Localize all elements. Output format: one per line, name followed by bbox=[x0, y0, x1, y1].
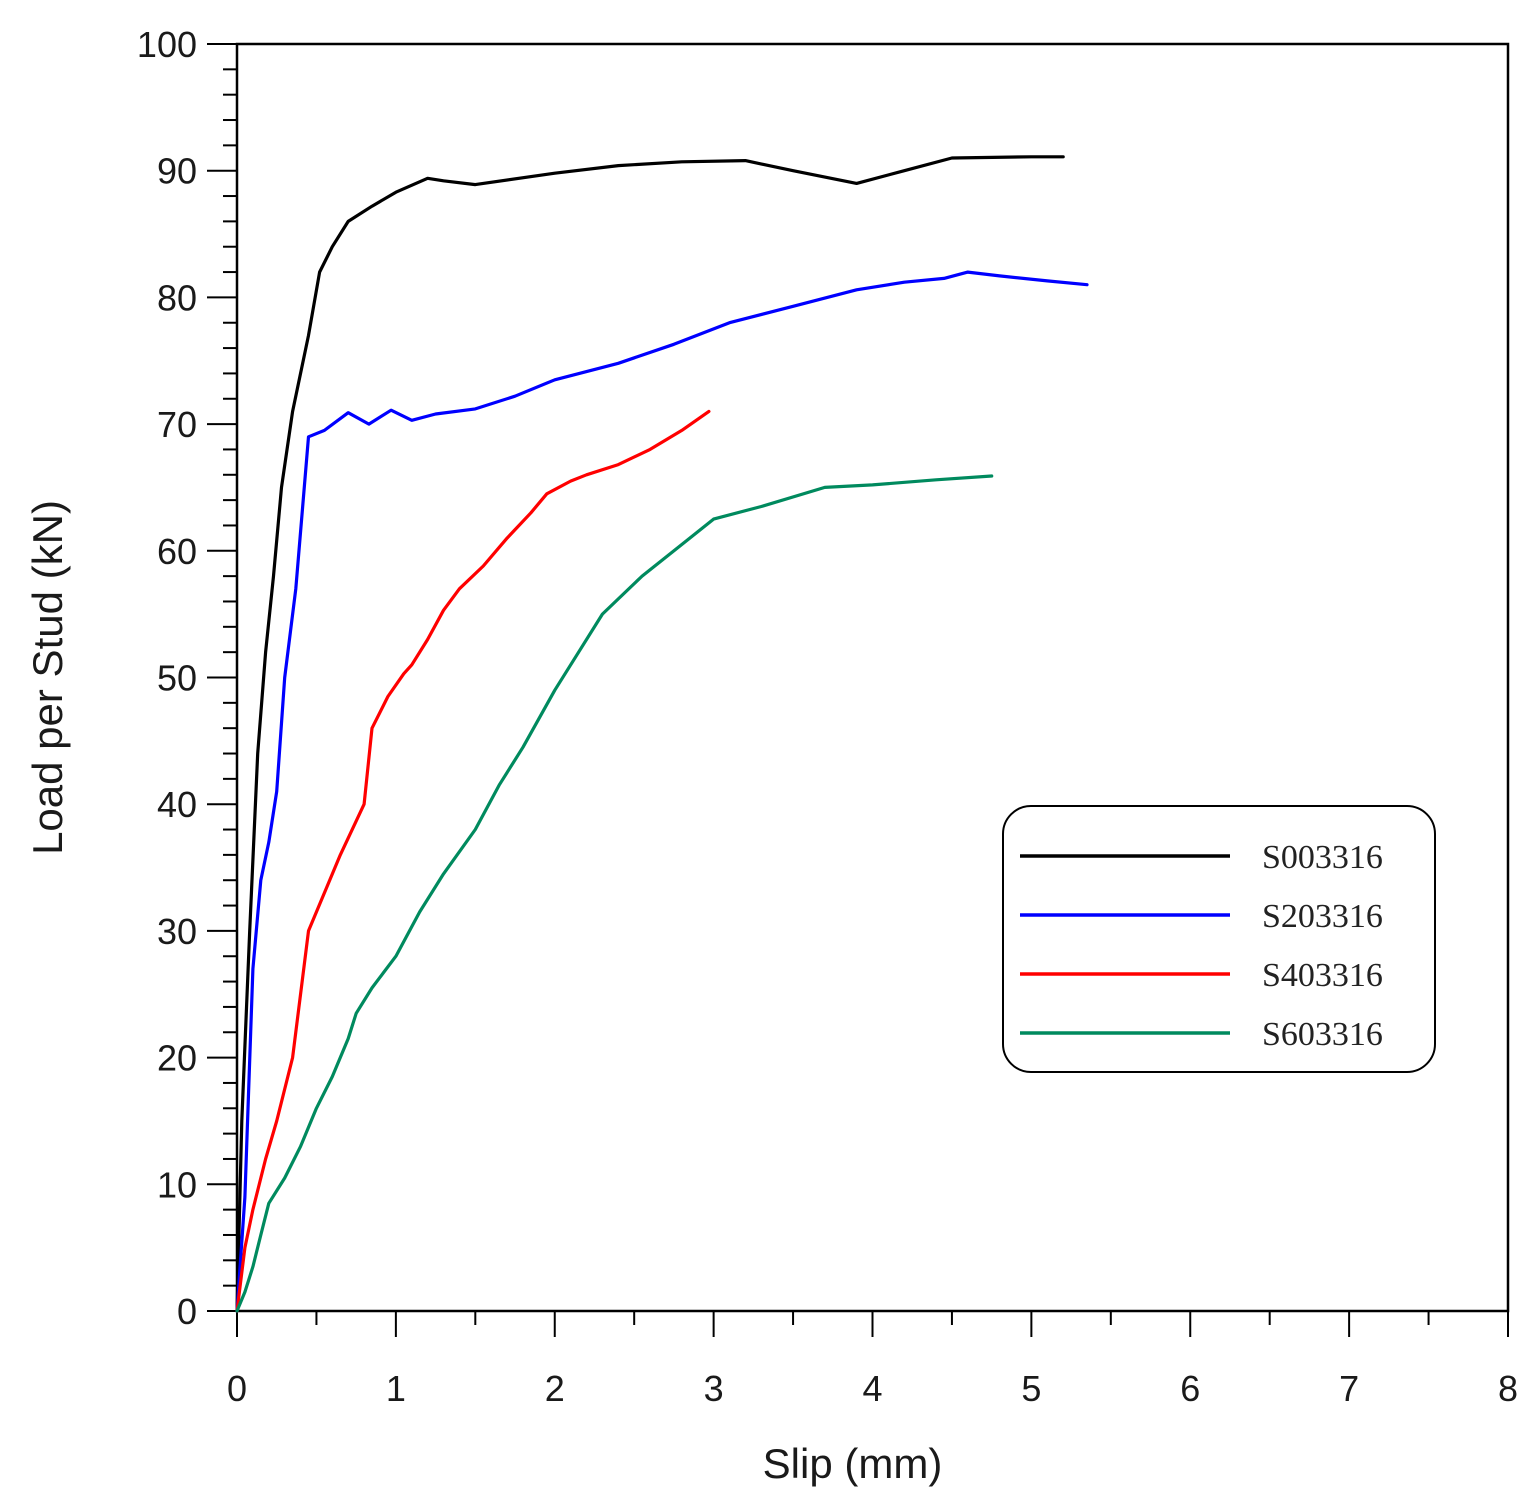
x-tick-label: 7 bbox=[1339, 1368, 1359, 1409]
y-tick-label: 10 bbox=[157, 1164, 197, 1205]
y-axis-title: Load per Stud (kN) bbox=[24, 500, 71, 855]
y-tick-label: 50 bbox=[157, 658, 197, 699]
y-tick-label: 20 bbox=[157, 1038, 197, 1079]
x-tick-label: 2 bbox=[545, 1368, 565, 1409]
y-tick-label: 90 bbox=[157, 151, 197, 192]
y-tick-label: 100 bbox=[137, 24, 197, 65]
y-tick-label: 0 bbox=[177, 1291, 197, 1332]
legend-label-s003316: S003316 bbox=[1262, 839, 1383, 876]
series-line-s203316 bbox=[235, 270, 1089, 1313]
x-tick-label: 6 bbox=[1180, 1368, 1200, 1409]
legend-box bbox=[1002, 805, 1436, 1073]
x-tick-label: 3 bbox=[704, 1368, 724, 1409]
x-tick-label: 8 bbox=[1498, 1368, 1518, 1409]
y-tick-label: 80 bbox=[157, 277, 197, 318]
x-tick-label: 5 bbox=[1021, 1368, 1041, 1409]
x-tick-label: 0 bbox=[227, 1368, 247, 1409]
x-tick-label: 1 bbox=[386, 1368, 406, 1409]
y-tick-label: 60 bbox=[157, 531, 197, 572]
series-line-s003316 bbox=[235, 155, 1065, 1313]
legend-label-s403316: S403316 bbox=[1262, 957, 1383, 994]
series-line-s403316 bbox=[235, 409, 711, 1313]
legend-label-s203316: S203316 bbox=[1262, 898, 1383, 935]
plot-area-frame bbox=[235, 42, 1510, 1313]
x-axis-title: Slip (mm) bbox=[763, 1440, 943, 1487]
y-tick-label: 40 bbox=[157, 784, 197, 825]
y-tick-label: 70 bbox=[157, 404, 197, 445]
y-tick-label: 30 bbox=[157, 911, 197, 952]
legend-label-s603316: S603316 bbox=[1262, 1016, 1383, 1053]
series-line-s603316 bbox=[235, 474, 994, 1313]
x-tick-label: 4 bbox=[862, 1368, 882, 1409]
